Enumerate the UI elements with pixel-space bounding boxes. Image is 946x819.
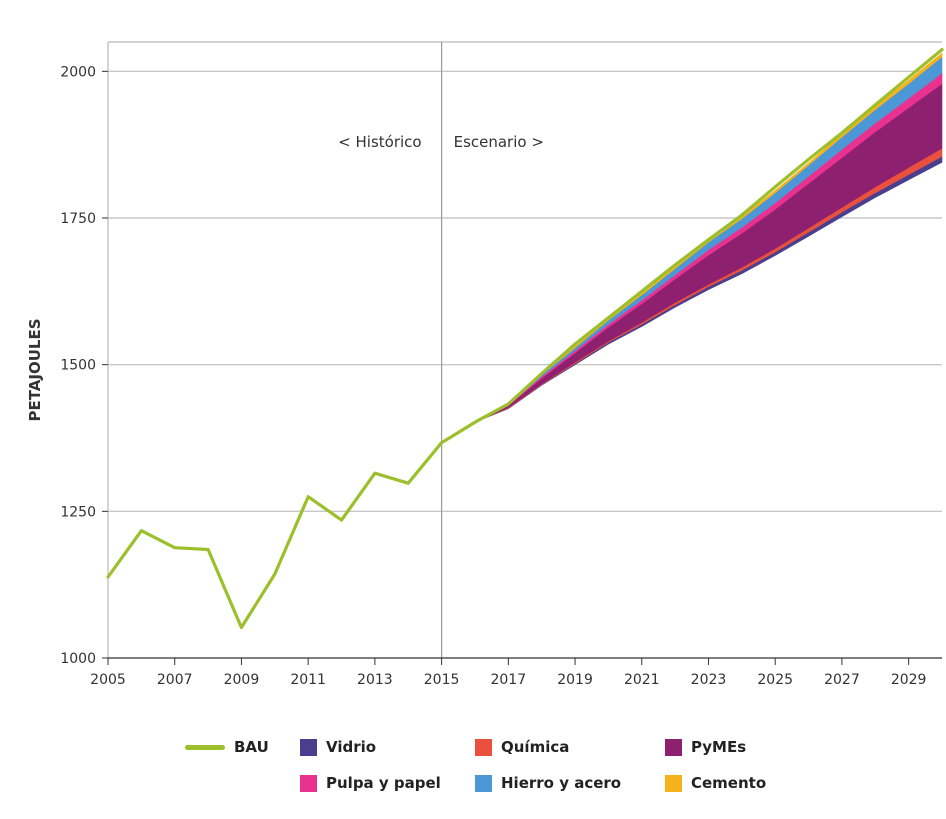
- legend-label: Cemento: [691, 774, 766, 792]
- x-tick-label: 2025: [757, 672, 793, 688]
- legend-label: Vidrio: [326, 738, 376, 756]
- annotation-escenario: Escenario >: [454, 133, 544, 151]
- legend-swatch: [185, 745, 225, 750]
- legend-item-cemento: Cemento: [665, 774, 766, 792]
- y-axis-label: PETAJOULES: [26, 318, 44, 421]
- y-tick-label: 2000: [60, 64, 96, 80]
- x-tick-label: 2005: [90, 672, 126, 688]
- x-tick-label: 2011: [290, 672, 326, 688]
- legend-label: Pulpa y papel: [326, 774, 441, 792]
- x-tick-label: 2013: [357, 672, 393, 688]
- annotation-historico: < Histórico: [338, 133, 421, 151]
- legend-item-hierro-y-acero: Hierro y acero: [475, 774, 621, 792]
- x-tick-label: 2015: [424, 672, 460, 688]
- legend-swatch: [475, 739, 492, 756]
- x-tick-label: 2023: [691, 672, 727, 688]
- legend-item-pymes: PyMEs: [665, 738, 746, 756]
- legend-label: Hierro y acero: [501, 774, 621, 792]
- labels: PETAJOULES < Histórico Escenario >: [26, 133, 544, 422]
- legend-swatch: [665, 739, 682, 756]
- x-tick-label: 2021: [624, 672, 660, 688]
- x-tick-label: 2029: [891, 672, 927, 688]
- y-tick-label: 1250: [60, 504, 96, 520]
- legend-item-bau: BAU: [185, 738, 269, 756]
- legend-item-pulpa-y-papel: Pulpa y papel: [300, 774, 441, 792]
- y-tick-label: 1000: [60, 651, 96, 667]
- legend-item-vidrio: Vidrio: [300, 738, 376, 756]
- x-tick-label: 2027: [824, 672, 860, 688]
- legend-label: Química: [501, 738, 569, 756]
- x-tick-label: 2009: [224, 672, 260, 688]
- legend-swatch: [300, 775, 317, 792]
- y-tick-label: 1500: [60, 358, 96, 374]
- legend-label: BAU: [234, 738, 269, 756]
- legend-label: PyMEs: [691, 738, 746, 756]
- x-tick-label: 2017: [490, 672, 526, 688]
- x-tick-label: 2019: [557, 672, 593, 688]
- legend-item-química: Química: [475, 738, 569, 756]
- chart: 1000 1250 1500 1750 2000 2005 2007 2009 2011 2013…: [0, 0, 946, 730]
- x-tick-label: 2007: [157, 672, 193, 688]
- legend-swatch: [475, 775, 492, 792]
- legend-swatch: [665, 775, 682, 792]
- y-tick-label: 1750: [60, 211, 96, 227]
- legend-swatch: [300, 739, 317, 756]
